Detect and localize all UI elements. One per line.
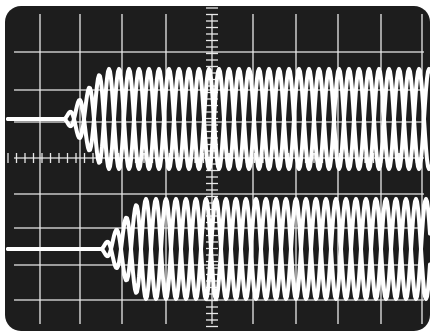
upper-trace-envelope <box>6 67 430 171</box>
lower-trace <box>6 197 430 301</box>
lower-trace-envelope <box>6 197 430 301</box>
